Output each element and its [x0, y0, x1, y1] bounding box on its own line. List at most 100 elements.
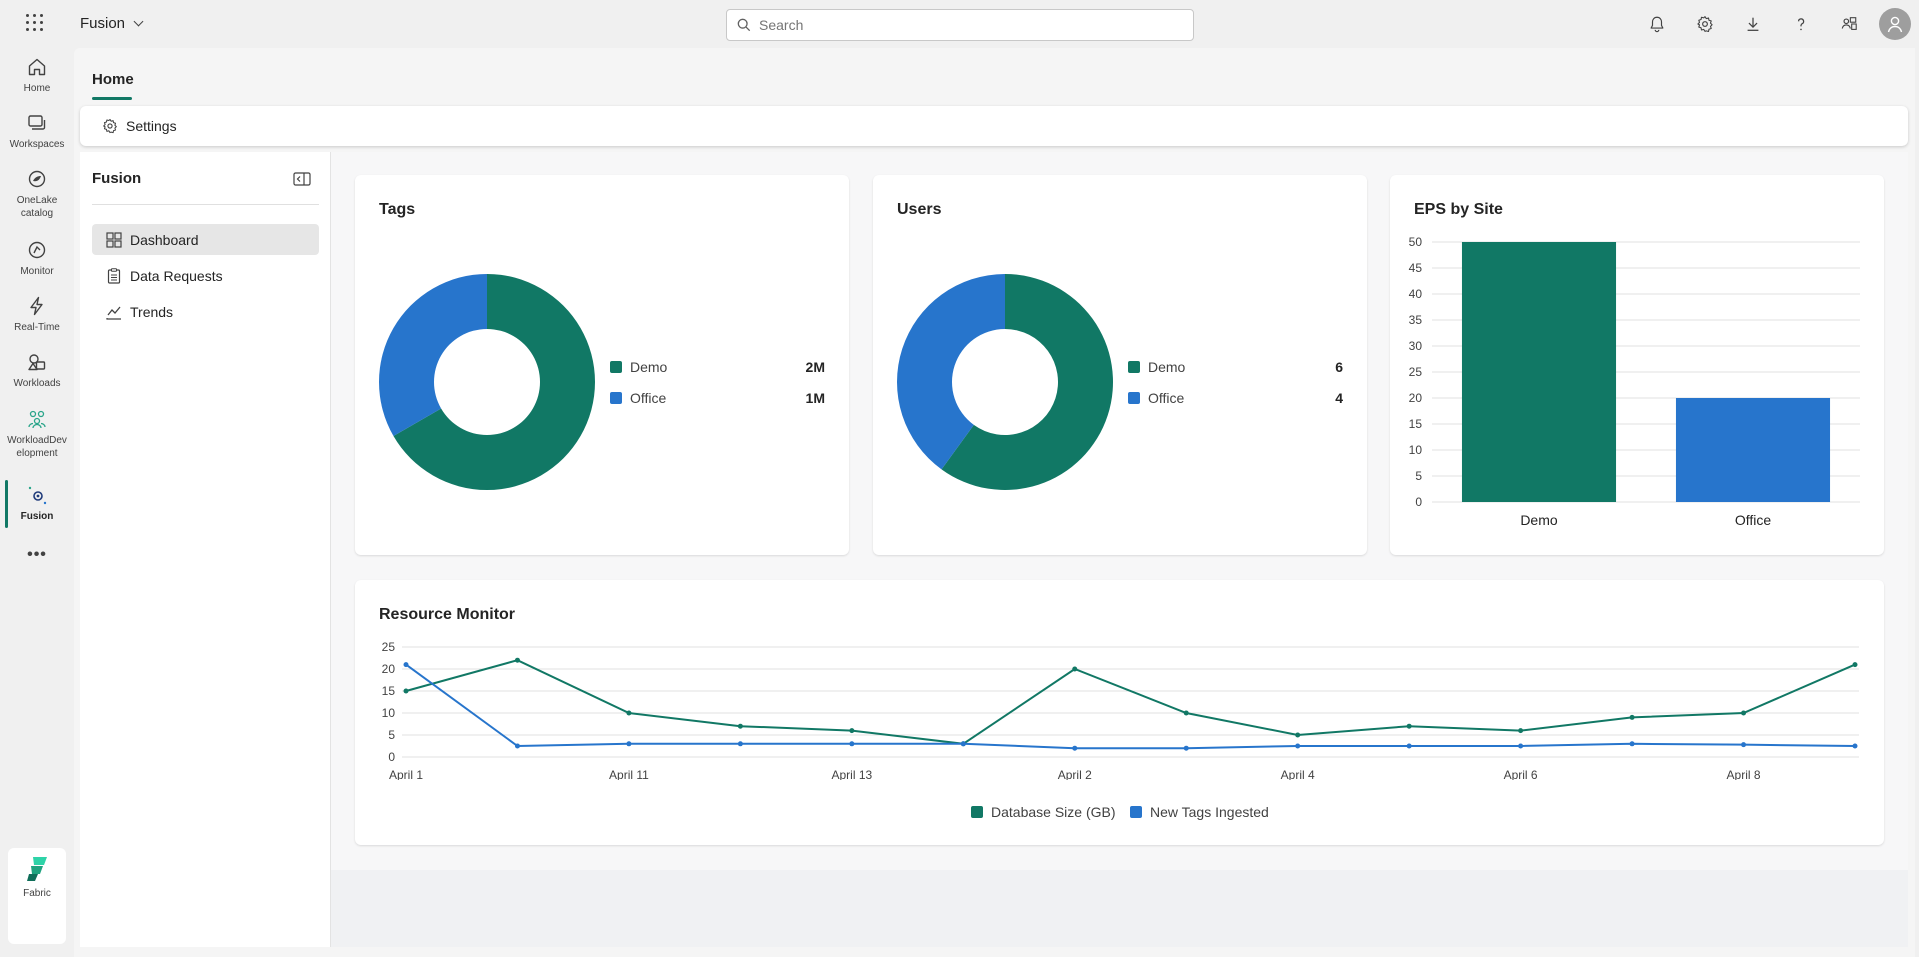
resource-legend-new-tags: New Tags Ingested — [1130, 804, 1269, 820]
data-point[interactable] — [514, 743, 520, 749]
data-point[interactable] — [1518, 743, 1524, 749]
side-panel-title: Fusion — [92, 170, 142, 187]
legend-label: Demo — [630, 359, 668, 375]
top-bar: Fusion — [0, 0, 1919, 48]
data-point[interactable] — [849, 728, 855, 734]
y-tick-label: 35 — [1409, 313, 1423, 327]
data-point[interactable] — [1183, 710, 1189, 716]
tags-value-office: 1M — [805, 390, 825, 406]
users-legend-demo: Demo — [1128, 359, 1185, 375]
nav-onelake-catalog[interactable]: OneLake catalog — [0, 168, 74, 220]
bell-icon[interactable] — [1633, 0, 1681, 48]
x-tick-label: April 2 — [1058, 768, 1092, 780]
users-legend-office: Office — [1128, 390, 1184, 406]
fabric-logo-icon — [27, 857, 47, 881]
legend-label: Database Size (GB) — [991, 804, 1116, 820]
data-point[interactable] — [737, 723, 743, 729]
users-slice-demo[interactable] — [941, 274, 1113, 490]
data-point[interactable] — [1629, 714, 1635, 720]
tags-slice-office[interactable] — [379, 274, 487, 436]
data-point[interactable] — [849, 741, 855, 747]
sidepanel-item-trends[interactable]: Trends — [92, 296, 319, 327]
y-tick-label: 50 — [1409, 235, 1423, 249]
help-icon[interactable] — [1777, 0, 1825, 48]
data-point[interactable] — [1741, 710, 1747, 716]
app-launcher-icon[interactable] — [26, 14, 46, 34]
tab-home[interactable]: Home — [92, 71, 134, 88]
data-point[interactable] — [1183, 745, 1189, 751]
app-name: Fusion — [80, 15, 126, 32]
dashboard-footer-area — [331, 870, 1908, 947]
y-tick-label: 20 — [382, 662, 396, 676]
data-point[interactable] — [1072, 666, 1078, 672]
eps-card: EPS by Site 0 5 10 15 20 25 30 35 40 45 50 Demo Offi… — [1390, 175, 1884, 555]
collapse-panel-icon[interactable] — [293, 172, 311, 186]
data-point[interactable] — [1629, 741, 1635, 747]
data-point[interactable] — [1295, 732, 1301, 738]
sidepanel-item-data-requests[interactable]: Data Requests — [92, 260, 319, 291]
data-point[interactable] — [626, 710, 632, 716]
data-point[interactable] — [1072, 745, 1078, 751]
tab-home-underline — [92, 97, 132, 100]
nav-home[interactable]: Home — [0, 56, 74, 95]
y-tick-label: 0 — [1415, 495, 1422, 509]
y-tick-label: 0 — [388, 750, 395, 764]
bar-demo[interactable] — [1461, 242, 1617, 502]
bar-office[interactable] — [1675, 398, 1831, 502]
data-point[interactable] — [1852, 743, 1858, 749]
resource-monitor-title: Resource Monitor — [379, 606, 516, 623]
fabric-switcher[interactable]: Fabric — [8, 848, 66, 944]
x-tick-label: April 6 — [1504, 768, 1538, 780]
person-icon — [1887, 16, 1903, 33]
tags-slice-demo[interactable] — [393, 274, 595, 490]
resource-legend-db-size: Database Size (GB) — [971, 804, 1116, 820]
data-point[interactable] — [737, 741, 743, 747]
gear-icon[interactable] — [1681, 0, 1729, 48]
avatar[interactable] — [1879, 8, 1911, 40]
users-slice-office[interactable] — [897, 274, 1005, 470]
series-line-database-size[interactable] — [405, 659, 1856, 745]
nav-fusion[interactable]: Fusion — [0, 484, 74, 523]
data-point[interactable] — [403, 688, 409, 694]
users-value-demo: 6 — [1335, 359, 1343, 375]
download-icon[interactable] — [1729, 0, 1777, 48]
nav-workloads-label: Workloads — [13, 378, 61, 389]
legend-swatch-office — [610, 392, 622, 404]
legend-label: New Tags Ingested — [1150, 804, 1269, 820]
more-icon[interactable]: ••• — [0, 546, 74, 564]
eps-card-title: EPS by Site — [1414, 201, 1503, 218]
search-icon — [737, 18, 751, 32]
series-line-new-tags[interactable] — [405, 663, 1856, 750]
nav-monitor[interactable]: Monitor — [0, 239, 74, 278]
y-tick-label: 5 — [388, 728, 395, 742]
resource-line-chart: 0 5 10 15 20 25 April 1 April 11 April 13 April 2… — [382, 640, 1859, 780]
users-card: Users Demo 6 Office 4 — [873, 175, 1367, 555]
nav-workload-development[interactable]: WorkloadDevelopment — [0, 408, 74, 460]
sidepanel-item-dashboard[interactable]: Dashboard — [92, 224, 319, 255]
data-point[interactable] — [960, 741, 966, 747]
data-point[interactable] — [1518, 728, 1524, 734]
trend-icon — [106, 306, 121, 320]
gear-icon — [103, 118, 117, 134]
clipboard-icon — [107, 267, 121, 284]
data-point[interactable] — [514, 657, 520, 663]
share-icon[interactable] — [1825, 0, 1873, 48]
data-point[interactable] — [1295, 743, 1301, 749]
nav-workloads[interactable]: Workloads — [0, 351, 74, 390]
data-point[interactable] — [1741, 742, 1747, 748]
nav-workspaces[interactable]: Workspaces — [0, 112, 74, 151]
y-tick-label: 15 — [1409, 417, 1423, 431]
settings-button[interactable]: Settings — [80, 106, 1908, 146]
x-tick-label: April 1 — [389, 768, 423, 780]
data-point[interactable] — [403, 662, 409, 668]
data-point[interactable] — [1406, 743, 1412, 749]
data-point[interactable] — [1852, 662, 1858, 668]
search-input[interactable] — [759, 17, 1159, 33]
search-box[interactable] — [726, 9, 1194, 41]
app-switcher[interactable]: Fusion — [80, 15, 144, 32]
data-point[interactable] — [626, 741, 632, 747]
nav-real-time[interactable]: Real-Time — [0, 295, 74, 334]
data-point[interactable] — [1406, 723, 1412, 729]
fusion-icon — [28, 486, 47, 505]
settings-label: Settings — [126, 118, 177, 134]
